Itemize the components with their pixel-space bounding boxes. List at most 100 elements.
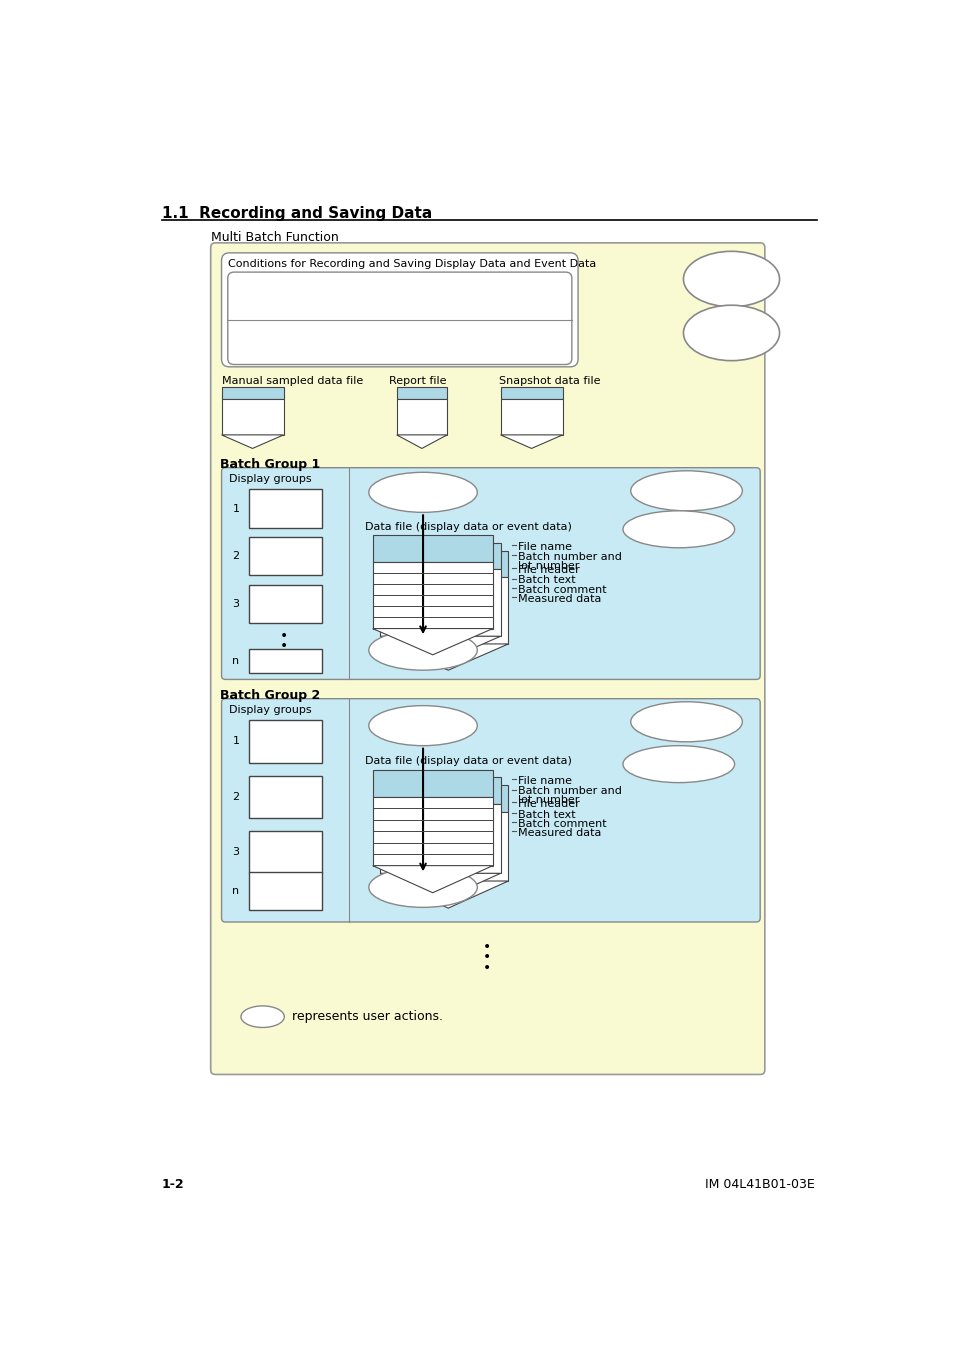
Text: Manual sampled data file: Manual sampled data file bbox=[221, 377, 362, 386]
Polygon shape bbox=[388, 882, 508, 909]
Ellipse shape bbox=[241, 1006, 284, 1027]
Text: Math start: Math start bbox=[702, 324, 760, 333]
Text: Batch number and: Batch number and bbox=[517, 552, 621, 563]
Ellipse shape bbox=[369, 472, 476, 513]
Bar bbox=[373, 562, 493, 629]
Text: Display groups: Display groups bbox=[229, 474, 312, 483]
Text: File name: File name bbox=[517, 776, 572, 786]
Polygon shape bbox=[388, 644, 508, 670]
Text: Measured data: Measured data bbox=[517, 594, 601, 603]
Text: Data file (display data or event data): Data file (display data or event data) bbox=[365, 521, 571, 532]
Text: Snapshot data file: Snapshot data file bbox=[498, 377, 599, 386]
Bar bbox=[388, 576, 508, 644]
Text: 3: 3 bbox=[233, 848, 239, 857]
Text: Writing messages: Writing messages bbox=[637, 486, 736, 495]
Text: •: • bbox=[279, 898, 288, 911]
Ellipse shape bbox=[369, 867, 476, 907]
Text: Start recording: Start recording bbox=[380, 487, 464, 497]
Bar bbox=[388, 813, 508, 882]
Bar bbox=[249, 537, 322, 575]
Bar bbox=[249, 585, 322, 624]
FancyBboxPatch shape bbox=[221, 252, 578, 367]
FancyBboxPatch shape bbox=[221, 699, 760, 922]
Polygon shape bbox=[396, 435, 447, 448]
Bar bbox=[221, 387, 283, 400]
Text: IM 04L41B01-03E: IM 04L41B01-03E bbox=[704, 1179, 814, 1192]
Polygon shape bbox=[380, 636, 500, 663]
Text: •: • bbox=[483, 950, 491, 964]
Text: Batch text: Batch text bbox=[517, 810, 576, 819]
Text: Batch comment: Batch comment bbox=[517, 819, 606, 829]
Text: Computation reset: Computation reset bbox=[626, 759, 730, 769]
Text: Measured data: Measured data bbox=[517, 828, 601, 838]
Text: lot number: lot number bbox=[517, 560, 579, 571]
Bar bbox=[396, 387, 447, 400]
Bar bbox=[249, 721, 322, 763]
Text: Batch comment: Batch comment bbox=[517, 585, 606, 595]
Bar bbox=[249, 776, 322, 818]
Text: Stop recording: Stop recording bbox=[382, 883, 463, 892]
Bar bbox=[388, 551, 508, 576]
Text: Start recording: Start recording bbox=[380, 721, 464, 730]
Text: 1-2: 1-2 bbox=[162, 1179, 184, 1192]
Text: •: • bbox=[483, 961, 491, 975]
FancyBboxPatch shape bbox=[228, 273, 571, 365]
Ellipse shape bbox=[682, 251, 779, 306]
FancyBboxPatch shape bbox=[221, 467, 760, 679]
Text: •: • bbox=[279, 878, 288, 891]
Text: 1: 1 bbox=[233, 737, 239, 747]
Text: n: n bbox=[232, 886, 239, 896]
Bar bbox=[221, 400, 283, 435]
Text: File header: File header bbox=[517, 564, 579, 575]
Text: Stop recording: Stop recording bbox=[382, 645, 463, 655]
Bar bbox=[249, 832, 322, 873]
Text: lot number: lot number bbox=[517, 795, 579, 805]
Text: Conditions for Recording and Saving Display Data and Event Data: Conditions for Recording and Saving Disp… bbox=[228, 259, 596, 269]
Text: Data file (display data or event data): Data file (display data or event data) bbox=[365, 756, 571, 767]
Text: •: • bbox=[279, 640, 288, 653]
Text: represents user actions.: represents user actions. bbox=[292, 1010, 442, 1023]
Ellipse shape bbox=[682, 305, 779, 360]
Bar bbox=[380, 778, 500, 805]
Bar bbox=[249, 489, 322, 528]
Bar bbox=[249, 872, 322, 910]
Text: 2: 2 bbox=[232, 551, 239, 562]
Text: Computation reset: Computation reset bbox=[626, 524, 730, 535]
Text: Batch Group 1: Batch Group 1 bbox=[220, 459, 320, 471]
Text: File name: File name bbox=[517, 541, 572, 552]
Ellipse shape bbox=[369, 706, 476, 745]
Text: Batch text: Batch text bbox=[517, 575, 576, 586]
Polygon shape bbox=[380, 873, 500, 900]
Ellipse shape bbox=[630, 471, 741, 510]
Bar bbox=[396, 400, 447, 435]
Bar bbox=[380, 805, 500, 873]
Text: Multi Batch Function: Multi Batch Function bbox=[211, 231, 338, 244]
Bar bbox=[380, 570, 500, 636]
Text: 3: 3 bbox=[233, 599, 239, 609]
Text: File header: File header bbox=[517, 799, 579, 809]
Text: Sampling interval: Sampling interval bbox=[233, 302, 333, 313]
Text: or stop: or stop bbox=[711, 279, 750, 290]
Text: Writing messages: Writing messages bbox=[637, 717, 736, 726]
Polygon shape bbox=[373, 629, 493, 655]
Text: Display groups: Display groups bbox=[229, 705, 312, 716]
Bar bbox=[500, 400, 562, 435]
Ellipse shape bbox=[622, 745, 734, 783]
Text: n: n bbox=[232, 656, 239, 666]
Text: or stop: or stop bbox=[711, 333, 750, 344]
Text: Report file: Report file bbox=[389, 377, 446, 386]
Text: Save destination directory: Save destination directory bbox=[233, 336, 380, 346]
Text: File save interval: File save interval bbox=[233, 324, 328, 333]
Polygon shape bbox=[373, 865, 493, 892]
FancyBboxPatch shape bbox=[211, 243, 764, 1075]
Text: •: • bbox=[483, 940, 491, 953]
Text: 1: 1 bbox=[233, 504, 239, 513]
Text: 1.1  Recording and Saving Data: 1.1 Recording and Saving Data bbox=[162, 207, 432, 221]
Text: Batch Group 2: Batch Group 2 bbox=[220, 690, 320, 702]
Polygon shape bbox=[500, 435, 562, 448]
Bar bbox=[373, 796, 493, 865]
Text: •: • bbox=[279, 887, 288, 902]
Bar bbox=[388, 784, 508, 813]
Text: Batch number and: Batch number and bbox=[517, 787, 621, 796]
Bar bbox=[380, 543, 500, 570]
